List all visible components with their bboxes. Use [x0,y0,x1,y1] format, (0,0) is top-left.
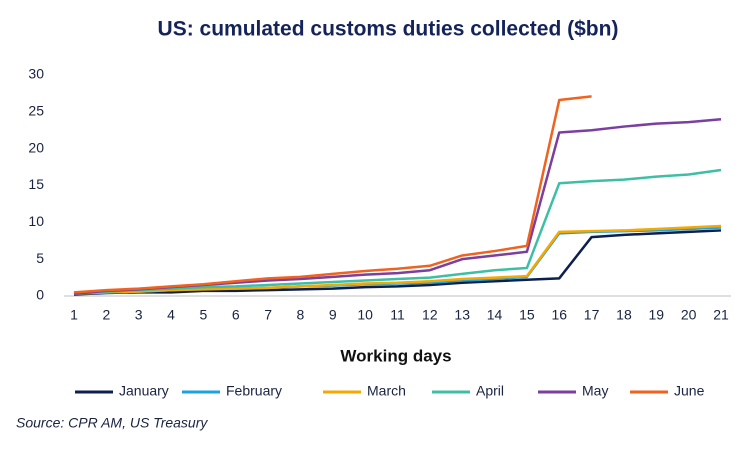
y-tick-label: 30 [28,66,44,82]
x-tick-label: 21 [713,307,729,323]
x-tick-label: 4 [167,307,175,323]
x-tick-label: 15 [519,307,535,323]
chart-title: US: cumulated customs duties collected (… [158,18,619,41]
series-line [73,229,722,296]
x-tick-label: 8 [297,307,305,323]
x-tick-label: 12 [422,307,438,323]
x-tick-label: 17 [584,307,600,323]
y-tick-label: 25 [28,103,44,119]
series-line [73,168,722,296]
x-tick-label: 6 [232,307,240,323]
legend-label: January [119,383,169,399]
x-tick-label: 3 [135,307,143,323]
x-tick-label: 18 [616,307,632,323]
x-tick-label: 13 [454,307,470,323]
x-tick-label: 9 [329,307,337,323]
x-tick-label: 5 [200,307,208,323]
x-tick-label: 7 [264,307,272,323]
y-tick-label: 10 [28,213,44,229]
legend-label: June [674,383,705,399]
y-tick-label: 0 [36,287,44,303]
source: Source: CPR AM, US Treasury [16,415,208,431]
series-line [73,224,722,296]
series-line [73,95,592,294]
x-tick-label: 19 [649,307,665,323]
y-tick-label: 5 [36,250,44,266]
x-axis-label: Working days [340,346,451,365]
x-tick-label: 14 [487,307,503,323]
x-tick-label: 2 [102,307,110,323]
legend-label: April [476,383,504,399]
x-tick-label: 1 [70,307,78,323]
x-tick-label: 10 [357,307,373,323]
x-tick-label: 20 [681,307,697,323]
legend-label: March [367,383,406,399]
legend-label: May [582,383,608,399]
x-tick-label: 11 [390,307,405,323]
x-tick-label: 16 [551,307,567,323]
y-tick-label: 15 [28,176,44,192]
y-tick-label: 20 [28,139,44,155]
legend-label: February [226,383,282,399]
